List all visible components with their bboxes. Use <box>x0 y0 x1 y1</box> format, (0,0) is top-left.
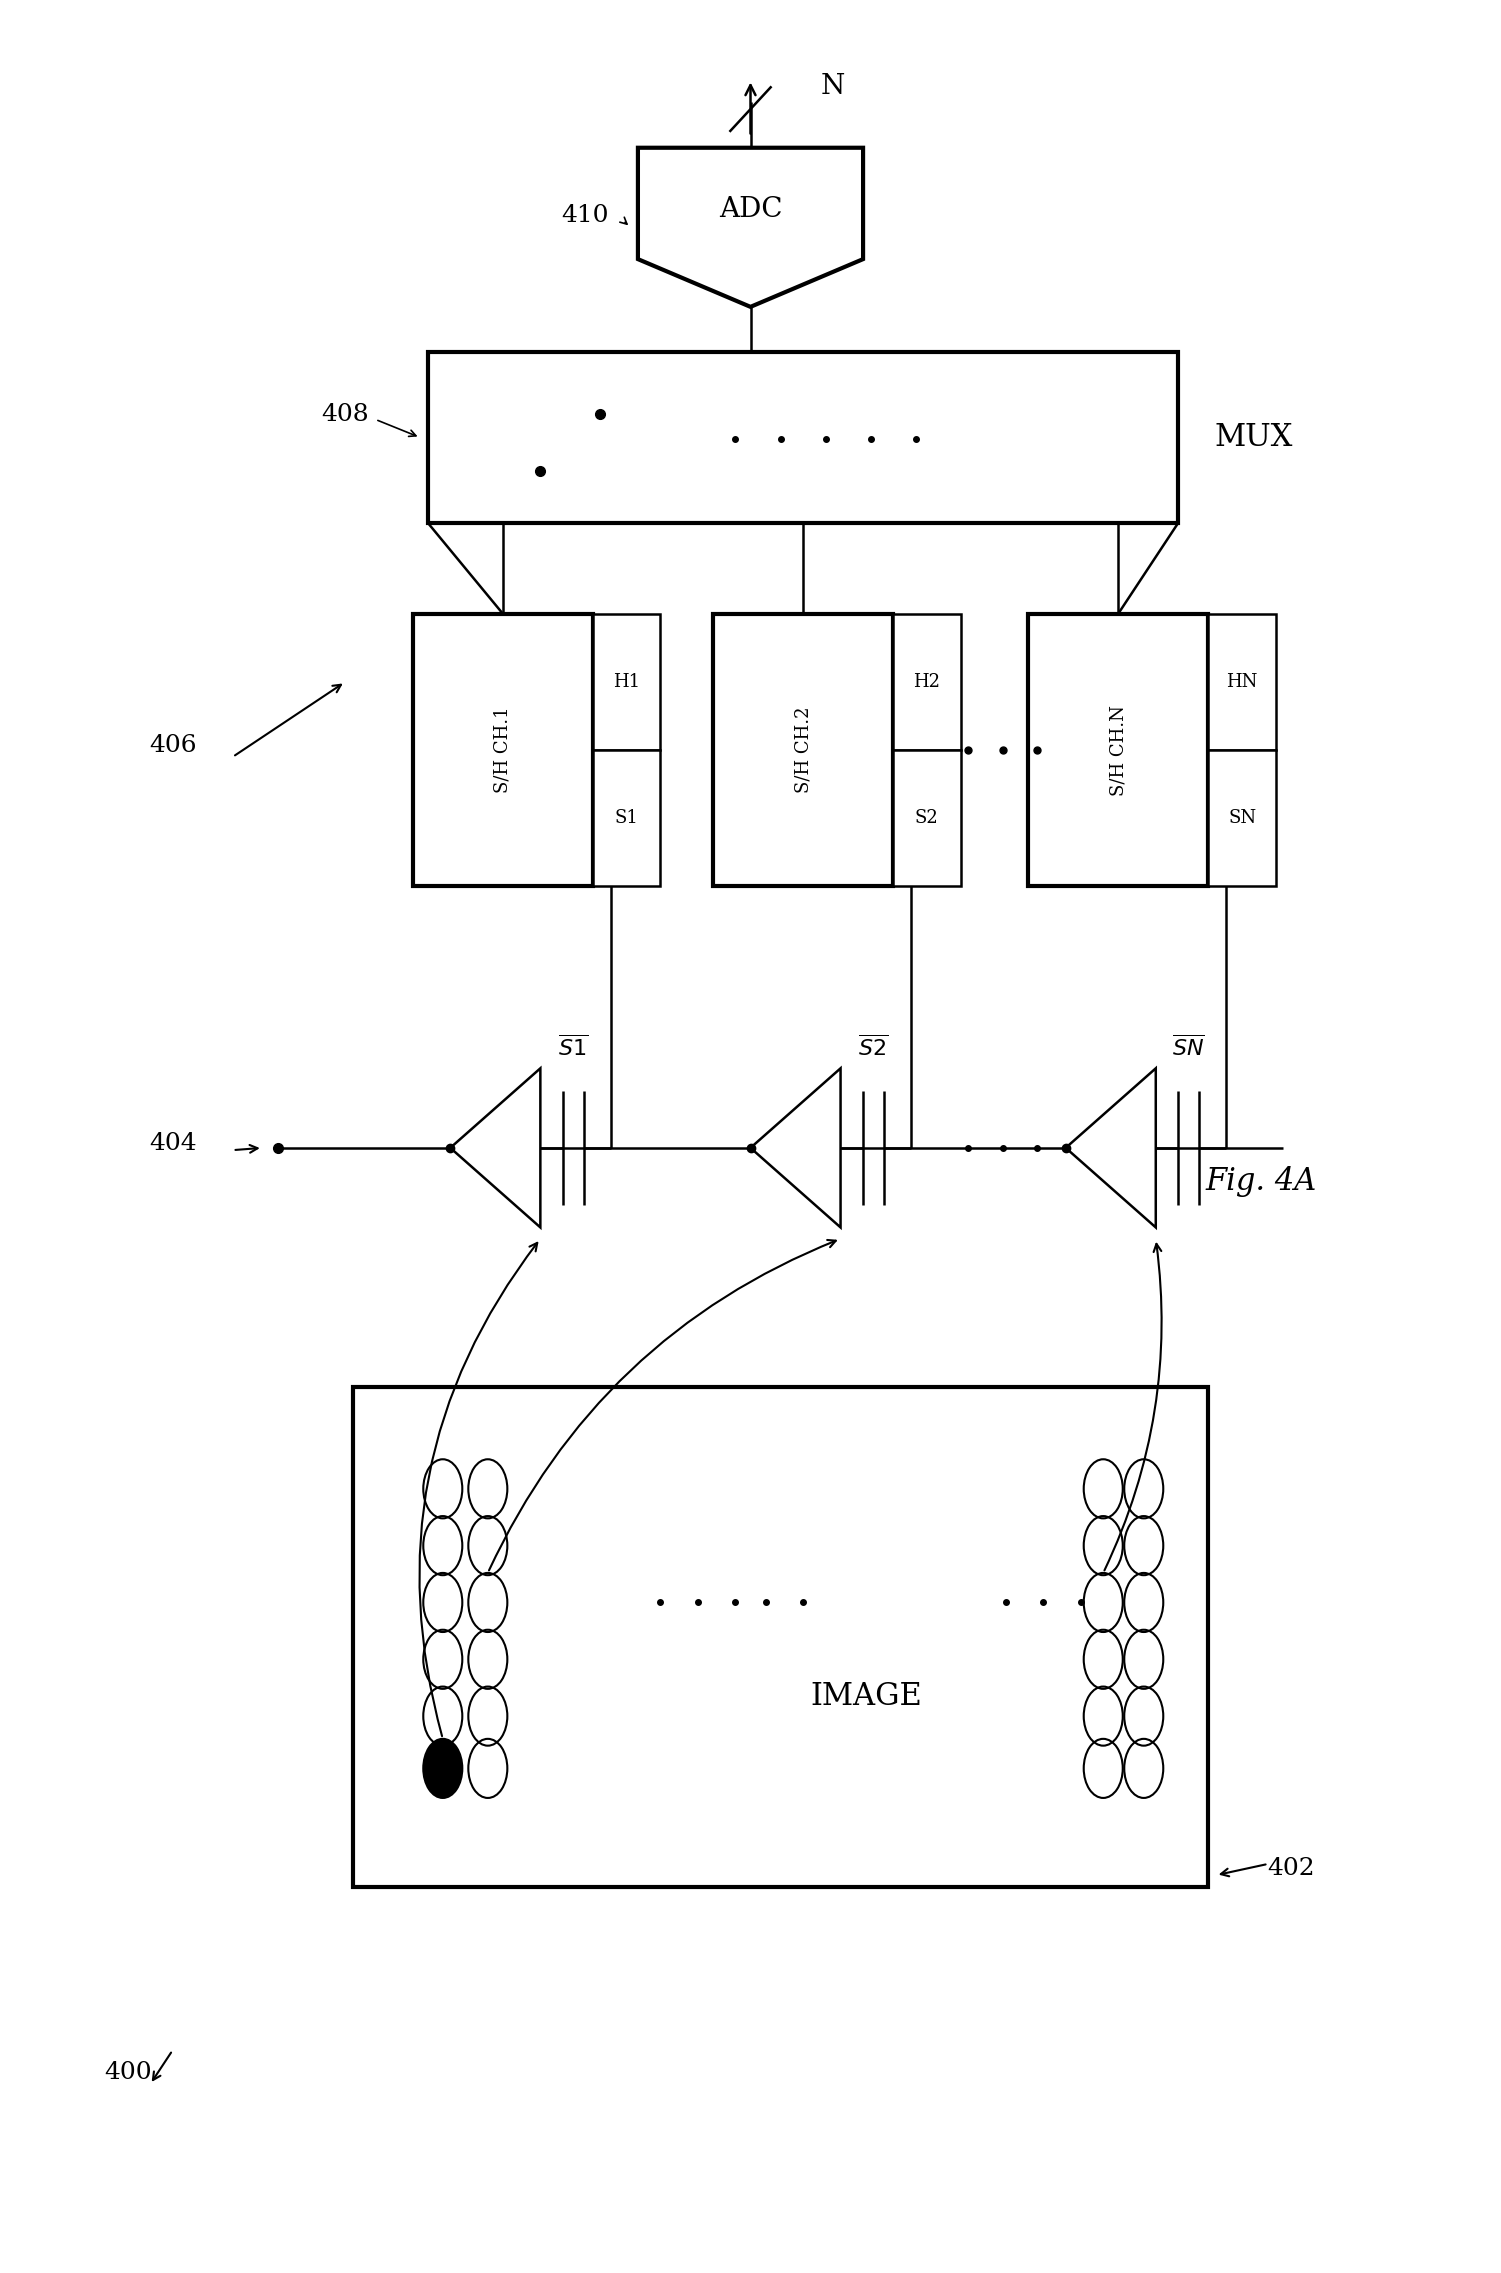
Text: H1: H1 <box>612 673 641 691</box>
Text: H2: H2 <box>914 673 940 691</box>
Bar <box>1208 614 1276 750</box>
Text: S1: S1 <box>615 809 638 827</box>
Text: IMAGE: IMAGE <box>811 1682 922 1712</box>
Text: S/H CH.1: S/H CH.1 <box>494 707 512 793</box>
Text: S/H CH.2: S/H CH.2 <box>794 707 812 793</box>
Text: 402: 402 <box>1267 1857 1315 1880</box>
Circle shape <box>423 1739 462 1798</box>
Polygon shape <box>1066 1068 1156 1227</box>
Text: Fig. 4A: Fig. 4A <box>1205 1166 1316 1198</box>
Polygon shape <box>750 1068 841 1227</box>
Bar <box>893 750 961 886</box>
Text: 410: 410 <box>561 205 609 227</box>
Bar <box>428 352 1178 523</box>
Text: N: N <box>821 73 845 100</box>
Bar <box>593 614 660 750</box>
Text: S/H CH.N: S/H CH.N <box>1109 705 1127 796</box>
Text: $\overline{S2}$: $\overline{S2}$ <box>859 1036 889 1061</box>
Polygon shape <box>450 1068 540 1227</box>
Text: 408: 408 <box>321 402 369 427</box>
Text: MUX: MUX <box>1214 423 1292 452</box>
Text: $\overline{S1}$: $\overline{S1}$ <box>558 1036 588 1061</box>
Bar <box>713 614 893 886</box>
Text: $\overline{SN}$: $\overline{SN}$ <box>1172 1036 1205 1061</box>
Polygon shape <box>638 148 863 307</box>
Bar <box>593 750 660 886</box>
Text: 406: 406 <box>149 734 197 757</box>
Text: 400: 400 <box>104 2062 152 2084</box>
Text: HN: HN <box>1226 673 1258 691</box>
Text: S2: S2 <box>916 809 938 827</box>
Bar <box>893 614 961 750</box>
Bar <box>353 1387 1208 1887</box>
Bar <box>413 614 593 886</box>
Text: 404: 404 <box>149 1132 197 1155</box>
Text: ADC: ADC <box>719 195 782 223</box>
Bar <box>1028 614 1208 886</box>
Text: SN: SN <box>1228 809 1256 827</box>
Bar <box>1208 750 1276 886</box>
